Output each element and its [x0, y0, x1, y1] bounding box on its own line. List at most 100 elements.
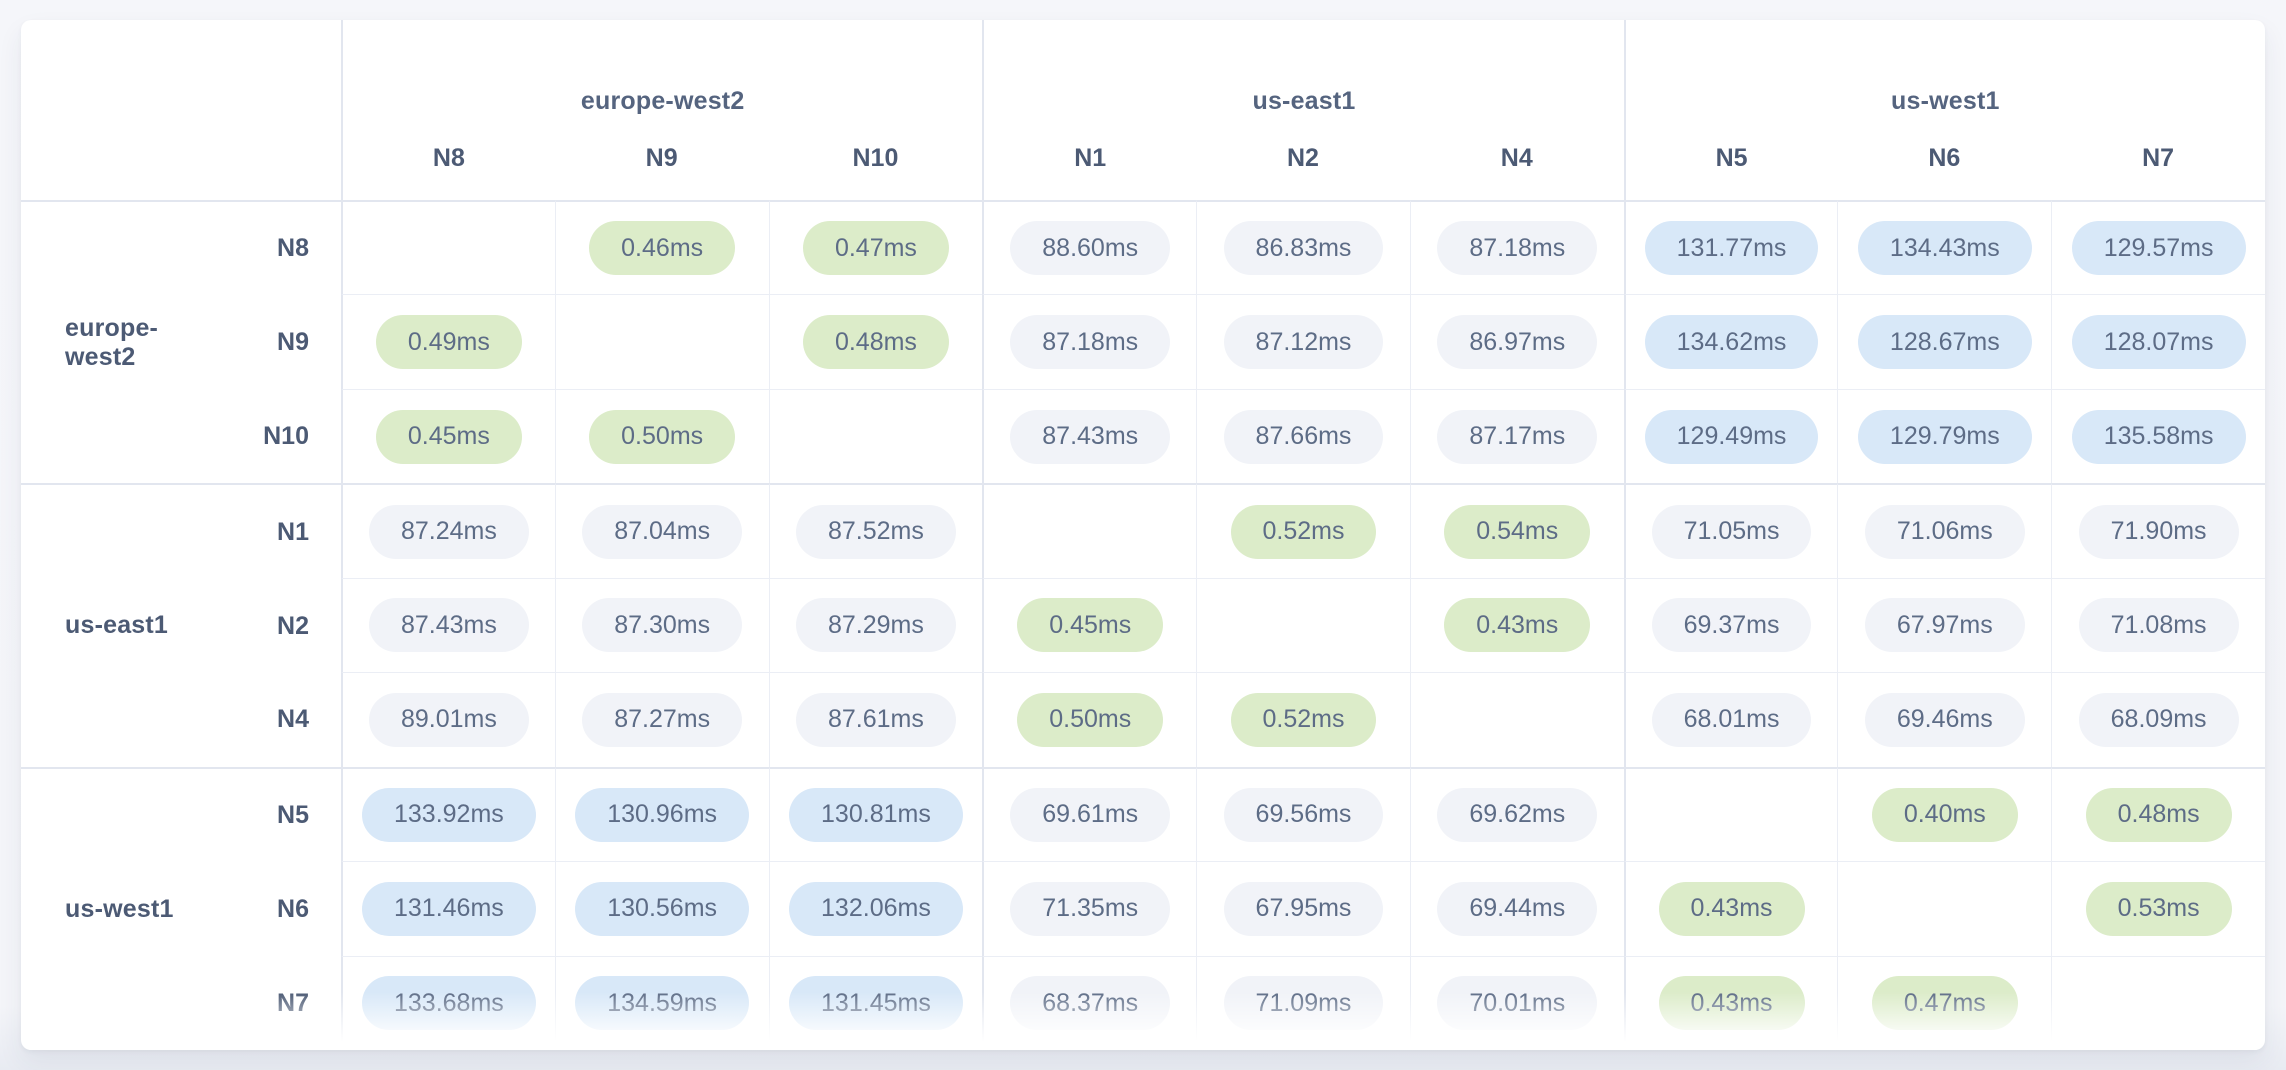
column-node-header[interactable]: N10: [852, 144, 899, 172]
latency-cell[interactable]: 0.46ms: [554, 200, 769, 295]
latency-cell[interactable]: 87.17ms: [1409, 388, 1624, 484]
latency-pill[interactable]: 0.47ms: [802, 221, 949, 276]
latency-cell[interactable]: 89.01ms: [341, 672, 555, 767]
latency-pill[interactable]: 0.45ms: [375, 409, 522, 464]
latency-cell[interactable]: 0.50ms: [554, 388, 769, 484]
latency-pill[interactable]: 87.04ms: [582, 504, 743, 559]
latency-pill[interactable]: 69.37ms: [1651, 598, 1812, 653]
latency-pill[interactable]: 132.06ms: [789, 881, 963, 936]
latency-pill[interactable]: 69.61ms: [1010, 787, 1171, 842]
latency-pill[interactable]: 0.50ms: [1017, 692, 1164, 747]
latency-pill[interactable]: 68.09ms: [2078, 692, 2239, 747]
row-node-label[interactable]: N6: [277, 894, 309, 923]
latency-cell[interactable]: 0.47ms: [768, 200, 983, 295]
latency-cell[interactable]: 0.48ms: [768, 294, 983, 389]
latency-cell[interactable]: 71.09ms: [1196, 955, 1410, 1050]
latency-pill[interactable]: 86.97ms: [1437, 315, 1598, 370]
latency-cell[interactable]: 87.66ms: [1196, 388, 1410, 484]
latency-cell[interactable]: 129.79ms: [1837, 388, 2052, 484]
latency-pill[interactable]: 131.45ms: [789, 976, 963, 1031]
latency-cell[interactable]: 87.04ms: [554, 483, 769, 578]
latency-pill[interactable]: 87.66ms: [1223, 409, 1384, 464]
row-node-label[interactable]: N5: [277, 801, 309, 830]
column-node-header[interactable]: N1: [982, 138, 1196, 200]
latency-pill[interactable]: 133.68ms: [361, 976, 536, 1031]
latency-cell[interactable]: 133.92ms: [341, 766, 555, 862]
latency-cell[interactable]: 87.61ms: [768, 672, 983, 767]
latency-cell[interactable]: 87.24ms: [341, 483, 555, 578]
latency-cell[interactable]: 68.01ms: [1623, 672, 1838, 767]
latency-pill[interactable]: 129.57ms: [2071, 221, 2246, 276]
latency-cell[interactable]: 131.77ms: [1623, 200, 1838, 295]
latency-pill[interactable]: 129.49ms: [1644, 409, 1819, 464]
latency-pill[interactable]: 88.60ms: [1010, 221, 1171, 276]
latency-cell[interactable]: 67.97ms: [1837, 577, 2052, 673]
latency-cell[interactable]: 129.49ms: [1623, 388, 1838, 484]
latency-pill[interactable]: 0.43ms: [1444, 598, 1591, 653]
latency-pill[interactable]: 87.17ms: [1437, 409, 1598, 464]
latency-pill[interactable]: 87.24ms: [368, 504, 529, 559]
latency-pill[interactable]: 131.77ms: [1644, 221, 1819, 276]
latency-pill[interactable]: 67.95ms: [1223, 881, 1384, 936]
latency-cell[interactable]: 87.18ms: [982, 294, 1197, 389]
latency-pill[interactable]: 68.01ms: [1651, 692, 1812, 747]
latency-pill[interactable]: 130.81ms: [789, 787, 963, 842]
row-node-label[interactable]: N1: [277, 517, 309, 546]
latency-cell[interactable]: 69.44ms: [1409, 861, 1624, 956]
latency-cell[interactable]: 134.59ms: [554, 955, 769, 1050]
latency-cell[interactable]: 88.60ms: [982, 200, 1197, 295]
latency-pill[interactable]: 128.67ms: [1857, 315, 2032, 370]
latency-pill[interactable]: 87.52ms: [795, 504, 956, 559]
latency-cell[interactable]: 135.58ms: [2051, 388, 2265, 484]
latency-cell[interactable]: 87.52ms: [768, 483, 983, 578]
latency-cell[interactable]: 130.96ms: [554, 766, 769, 862]
latency-pill[interactable]: 69.44ms: [1437, 881, 1598, 936]
latency-pill[interactable]: 87.29ms: [795, 598, 956, 653]
latency-pill[interactable]: 131.46ms: [361, 881, 536, 936]
latency-pill[interactable]: 130.56ms: [575, 881, 750, 936]
latency-cell[interactable]: 0.49ms: [341, 294, 555, 389]
latency-pill[interactable]: 0.40ms: [1871, 787, 2018, 842]
latency-pill[interactable]: 0.43ms: [1658, 881, 1805, 936]
latency-cell[interactable]: 134.43ms: [1837, 200, 2052, 295]
latency-cell[interactable]: 71.08ms: [2051, 577, 2265, 673]
latency-cell[interactable]: 0.47ms: [1837, 955, 2052, 1050]
latency-pill[interactable]: 71.35ms: [1010, 881, 1171, 936]
latency-pill[interactable]: 87.43ms: [368, 598, 529, 653]
latency-pill[interactable]: 87.43ms: [1010, 409, 1171, 464]
latency-cell[interactable]: 130.56ms: [554, 861, 769, 956]
latency-pill[interactable]: 134.43ms: [1857, 221, 2032, 276]
latency-cell[interactable]: 133.68ms: [341, 955, 555, 1050]
latency-cell[interactable]: 128.67ms: [1837, 294, 2052, 389]
row-node-label[interactable]: N10: [263, 421, 309, 450]
latency-pill[interactable]: 0.52ms: [1230, 504, 1377, 559]
latency-cell[interactable]: 134.62ms: [1623, 294, 1838, 389]
latency-pill[interactable]: 87.61ms: [795, 692, 956, 747]
latency-cell[interactable]: 128.07ms: [2051, 294, 2265, 389]
latency-pill[interactable]: 87.27ms: [582, 692, 743, 747]
latency-cell[interactable]: 71.90ms: [2051, 483, 2265, 578]
latency-cell[interactable]: 69.56ms: [1196, 766, 1410, 862]
latency-pill[interactable]: 71.90ms: [2078, 504, 2239, 559]
latency-pill[interactable]: 71.06ms: [1864, 504, 2025, 559]
latency-cell[interactable]: 87.29ms: [768, 577, 983, 673]
column-node-header[interactable]: N6: [1928, 144, 1961, 172]
latency-pill[interactable]: 71.05ms: [1651, 504, 1812, 559]
row-node-label[interactable]: N8: [277, 234, 309, 263]
column-node-header[interactable]: N8: [341, 138, 555, 200]
latency-cell[interactable]: 0.48ms: [2051, 766, 2265, 862]
latency-pill[interactable]: 69.46ms: [1864, 692, 2025, 747]
latency-cell[interactable]: 69.37ms: [1623, 577, 1838, 673]
latency-pill[interactable]: 133.92ms: [361, 787, 536, 842]
row-node-label[interactable]: N9: [277, 328, 309, 357]
latency-cell[interactable]: 87.18ms: [1409, 200, 1624, 295]
latency-pill[interactable]: 0.47ms: [1871, 976, 2018, 1031]
latency-cell[interactable]: 67.95ms: [1196, 861, 1410, 956]
latency-cell[interactable]: 87.30ms: [554, 577, 769, 673]
latency-cell[interactable]: 0.54ms: [1409, 483, 1624, 578]
latency-cell[interactable]: 0.43ms: [1409, 577, 1624, 673]
latency-pill[interactable]: 0.48ms: [802, 315, 949, 370]
latency-pill[interactable]: 0.49ms: [375, 315, 522, 370]
latency-pill[interactable]: 0.54ms: [1444, 504, 1591, 559]
latency-pill[interactable]: 87.30ms: [582, 598, 743, 653]
